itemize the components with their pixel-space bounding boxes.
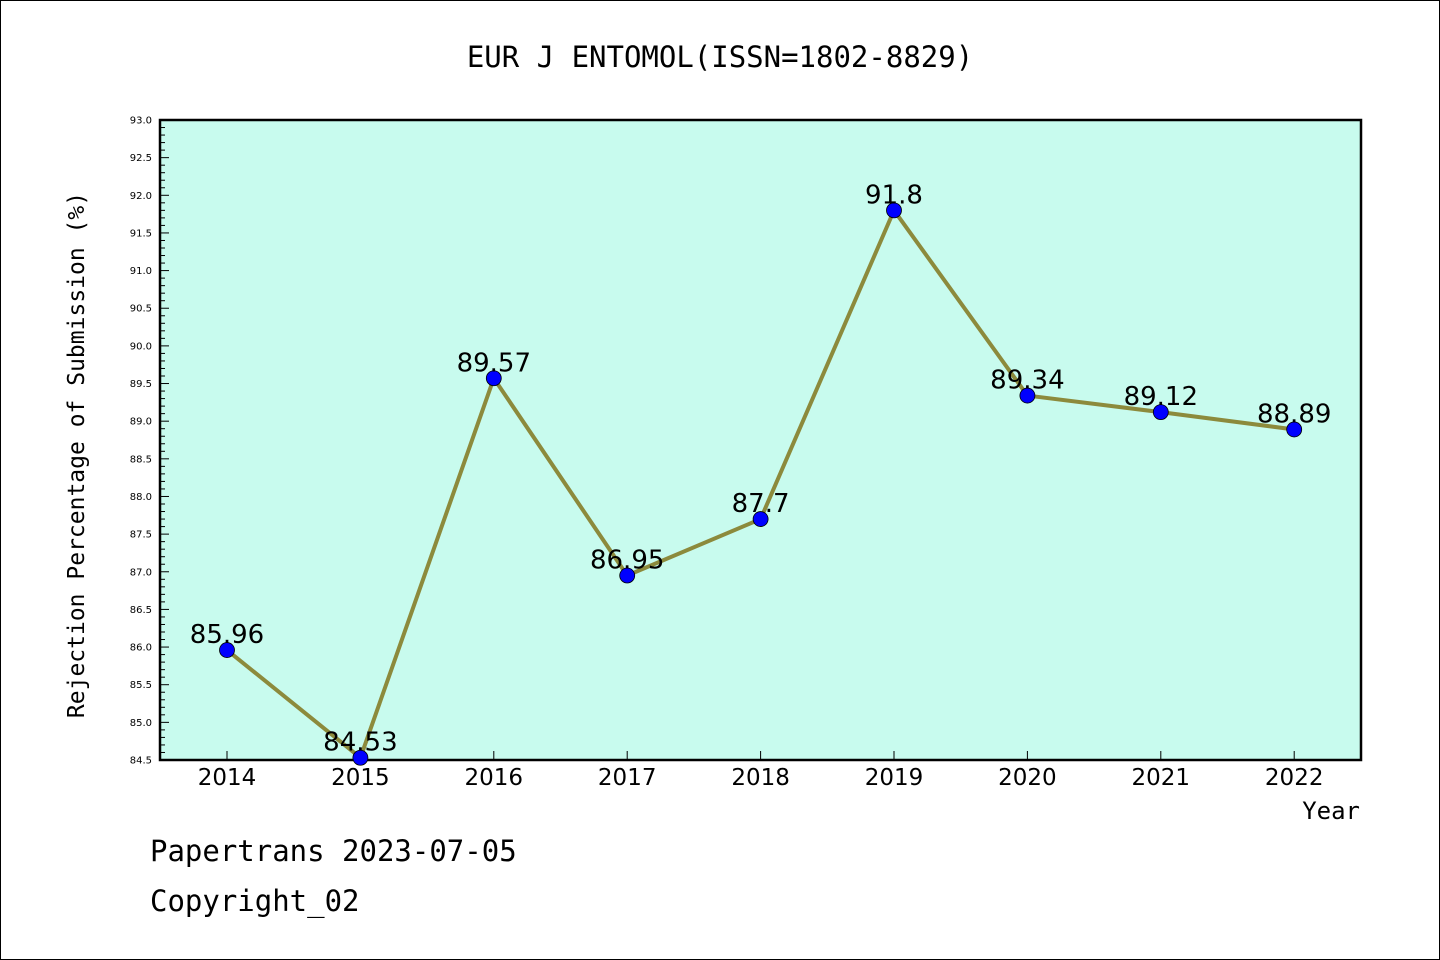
x-tick-label: 2019	[865, 765, 924, 791]
y-tick-label: 88.5	[130, 454, 152, 465]
y-tick-label: 93.0	[130, 116, 152, 127]
data-point	[619, 567, 636, 584]
data-point	[485, 370, 502, 387]
data-point	[1152, 404, 1169, 421]
y-tick-label: 88.0	[130, 492, 152, 503]
data-point	[752, 511, 769, 527]
data-label: 85.96	[190, 620, 264, 650]
footer-papertrans: Papertrans 2023-07-05	[150, 834, 517, 868]
x-tick-label: 2015	[331, 765, 390, 791]
data-label: 84.53	[323, 728, 397, 758]
y-tick-label: 87.5	[130, 530, 152, 541]
data-series	[219, 202, 1303, 766]
data-label: 89.57	[457, 348, 531, 378]
data-label: 89.34	[990, 366, 1064, 396]
data-label: 89.12	[1124, 382, 1198, 412]
y-tick-label: 90.0	[130, 341, 152, 352]
x-tick-label: 2014	[198, 765, 257, 791]
x-tick-label: 2022	[1265, 765, 1324, 791]
plot-area	[158, 118, 1363, 762]
y-tick-label: 91.0	[130, 266, 152, 277]
data-label: 91.8	[865, 180, 923, 210]
x-axis: 2014 2015 2016 2017 2018 2019 2020 2021 2022	[198, 751, 1324, 791]
data-labels: 85.96 84.53 89.57 86.95 87.7 91.8 89.34 89.12 88…	[190, 180, 1332, 757]
x-tick-label: 2016	[465, 765, 524, 791]
data-point	[886, 202, 902, 219]
y-axis-label: Rejection Percentage of Submission (%)	[64, 192, 90, 718]
data-label: 88.89	[1257, 399, 1331, 429]
x-tick-label: 2020	[998, 765, 1057, 791]
y-tick-label: 89.5	[130, 379, 152, 390]
chart-title: EUR J ENTOMOL(ISSN=1802-8829)	[467, 40, 973, 74]
data-label: 87.7	[732, 489, 790, 519]
data-point	[1286, 421, 1303, 438]
y-tick-label: 84.5	[130, 756, 152, 767]
footer-copyright: Copyright_02	[150, 884, 360, 918]
y-tick-label: 86.5	[130, 605, 152, 616]
y-tick-label: 90.5	[130, 304, 152, 315]
x-tick-label: 2021	[1132, 765, 1191, 791]
y-tick-label: 87.0	[130, 567, 152, 578]
y-tick-label: 92.5	[130, 153, 152, 164]
data-point	[219, 642, 235, 658]
data-point	[1019, 387, 1036, 404]
y-tick-label: 85.0	[130, 718, 152, 729]
y-tick-label: 89.0	[130, 417, 152, 428]
x-axis-label: Year	[1302, 797, 1360, 825]
x-tick-label: 2018	[731, 765, 790, 791]
y-axis: 84.5 85.0 85.5 86.0 86.5 87.0 87.5 88.0 88.5 89.0…	[130, 116, 169, 767]
y-tick-label: 86.0	[130, 643, 152, 654]
y-tick-label: 85.5	[130, 680, 152, 691]
y-tick-label: 92.0	[130, 191, 152, 202]
data-point	[352, 749, 369, 766]
y-tick-label: 91.5	[130, 228, 152, 239]
data-label: 86.95	[590, 546, 664, 576]
x-tick-label: 2017	[598, 765, 657, 791]
